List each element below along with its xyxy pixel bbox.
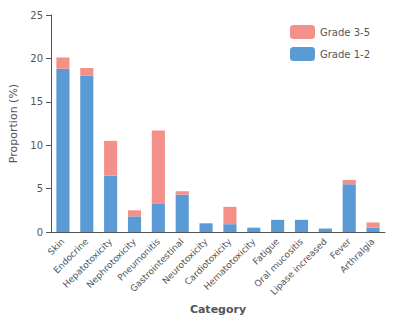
svg-text:Skin: Skin (46, 236, 67, 257)
svg-text:Pneumonitis: Pneumonitis (115, 236, 162, 283)
svg-text:Hematotoxicity: Hematotoxicity (202, 236, 258, 292)
svg-text:Hepatotoxicity: Hepatotoxicity (60, 236, 115, 290)
svg-text:10: 10 (30, 140, 43, 151)
svg-text:Fatigue: Fatigue (250, 236, 282, 267)
svg-text:Endocrine: Endocrine (51, 236, 91, 276)
svg-text:Proportion (%): Proportion (%) (7, 84, 20, 163)
svg-text:0: 0 (37, 227, 43, 238)
svg-text:Cardiotoxicity: Cardiotoxicity (182, 236, 234, 288)
svg-text:Category: Category (190, 303, 246, 316)
svg-text:Lipase increased: Lipase increased (269, 236, 329, 296)
svg-text:Gastrointestinal: Gastrointestinal (128, 236, 186, 294)
svg-text:Oral mucositis: Oral mucositis (252, 236, 305, 290)
svg-text:5: 5 (37, 183, 43, 194)
svg-text:Grade 1-2: Grade 1-2 (320, 49, 370, 60)
svg-text:Fever: Fever (328, 236, 353, 261)
svg-text:Neurotoxicity: Neurotoxicity (160, 236, 210, 286)
svg-text:20: 20 (30, 53, 43, 64)
svg-text:Arthralgia: Arthralgia (338, 236, 377, 275)
svg-text:Grade 3-5: Grade 3-5 (320, 27, 370, 38)
svg-text:25: 25 (30, 10, 43, 21)
svg-text:Nephrotoxicity: Nephrotoxicity (84, 236, 138, 290)
svg-text:15: 15 (30, 96, 43, 107)
